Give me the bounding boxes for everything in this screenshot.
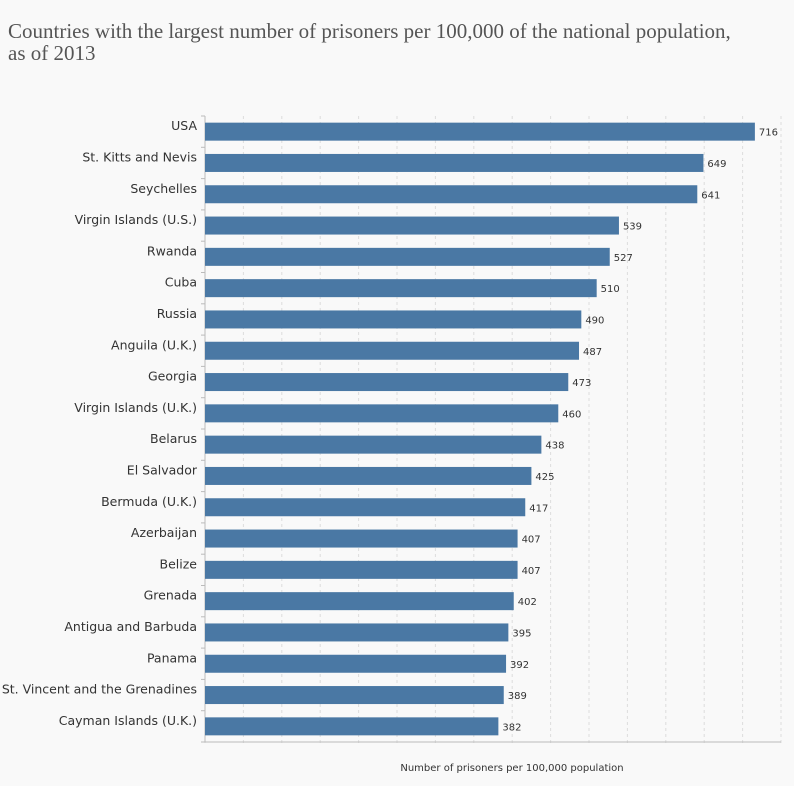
bar [205,310,582,329]
bar [205,279,597,298]
bar [205,623,509,642]
value-label: 407 [522,535,541,546]
bar [205,654,507,673]
value-label: 382 [502,722,521,733]
y-tick-label: Seychelles [130,181,197,196]
y-tick-label: Rwanda [147,243,197,258]
bar [205,717,499,736]
y-tick-label: Cuba [165,275,197,290]
value-label: 649 [707,159,726,170]
bar [205,122,755,141]
y-tick-label: Russia [157,306,197,321]
chart-title: Countries with the largest number of pri… [8,19,731,65]
y-tick-label: Panama [147,650,197,665]
y-tick-label: Grenada [144,588,197,603]
y-tick-label: St. Kitts and Nevis [82,149,197,164]
y-tick-label: Virgin Islands (U.K.) [74,400,197,415]
y-tick-label: Anguila (U.K.) [111,337,197,352]
bar [205,435,542,454]
value-label: 641 [701,190,720,201]
value-label: 417 [529,503,548,514]
y-tick-label: St. Vincent and the Grenadines [2,682,197,697]
value-label: 716 [759,128,778,139]
value-label: 389 [508,691,527,702]
value-label: 438 [545,441,564,452]
bar [205,592,514,611]
y-tick-label: Virgin Islands (U.S.) [75,212,197,227]
value-label: 473 [572,378,591,389]
bar [205,529,518,548]
value-label: 425 [535,472,554,483]
bar [205,153,704,172]
value-label: 392 [510,660,529,671]
value-label: 490 [585,315,604,326]
bar [205,466,532,485]
bar [205,185,698,204]
value-label: 487 [583,347,602,358]
bar [205,498,526,517]
y-tick-label: Belarus [150,431,197,446]
value-label: 402 [518,597,537,608]
value-label: 407 [522,566,541,577]
value-label: 539 [623,222,642,233]
y-tick-label: Cayman Islands (U.K.) [59,713,197,728]
value-label: 510 [601,284,620,295]
bar [205,341,580,360]
value-label: 527 [614,253,633,264]
value-label: 460 [562,409,581,420]
y-tick-label: Belize [160,556,198,571]
bar [205,560,518,579]
y-tick-label: Georgia [148,369,197,384]
bar [205,216,619,235]
y-tick-label: Bermuda (U.K.) [101,494,197,509]
x-axis-title: Number of prisoners per 100,000 populati… [400,763,623,774]
value-label: 395 [512,628,531,639]
bar [205,247,610,266]
y-tick-label: USA [171,118,197,133]
bar [205,373,569,392]
bar [205,404,559,423]
bar [205,686,504,705]
y-tick-label: Antigua and Barbuda [64,619,197,634]
y-tick-label: Azerbaijan [131,525,197,540]
y-tick-label: El Salvador [127,462,198,477]
